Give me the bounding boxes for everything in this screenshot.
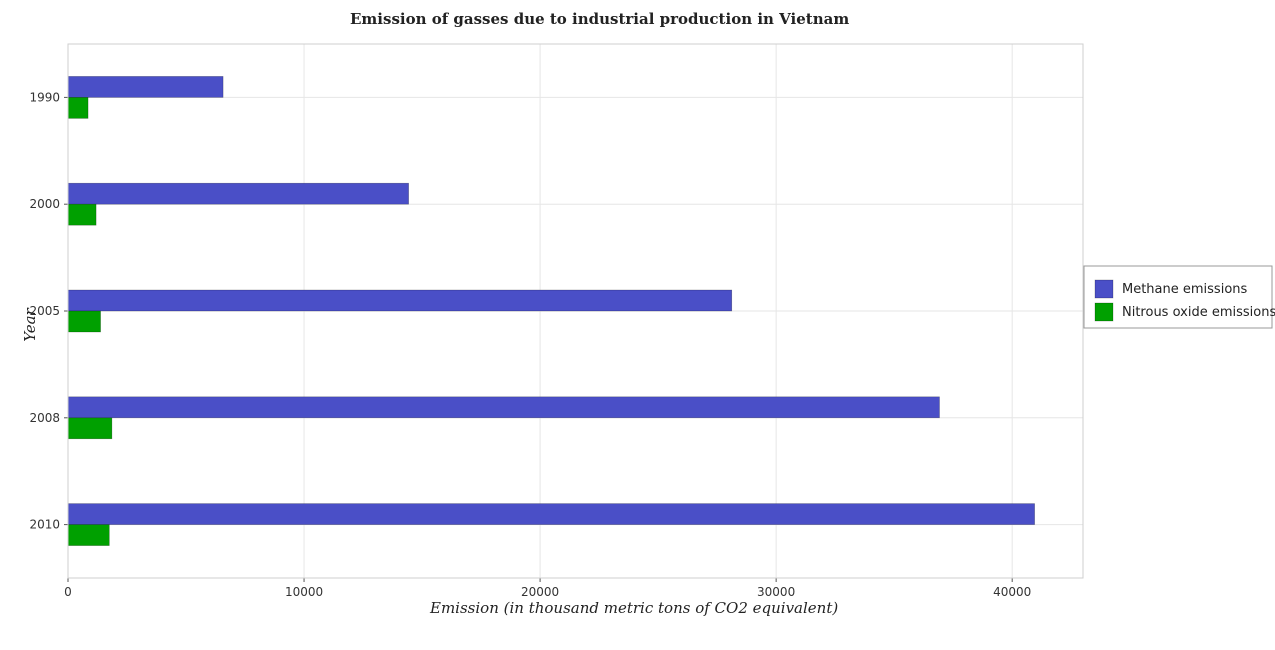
x-tick-label: 40000 xyxy=(993,585,1031,599)
x-tick-label: 0 xyxy=(64,585,72,599)
x-axis-label: Emission (in thousand metric tons of CO2… xyxy=(429,599,838,617)
nitrous-oxide-bar xyxy=(67,417,113,440)
methane-bar xyxy=(67,503,1035,525)
methane-bar xyxy=(67,396,940,419)
legend-label-methane: Methane emissions xyxy=(1122,282,1248,297)
nitrous-oxide-bar xyxy=(67,310,101,333)
x-tick-label: 20000 xyxy=(521,585,559,599)
x-tick-label: 30000 xyxy=(757,585,795,599)
x-tick-label: 10000 xyxy=(285,585,323,599)
y-tick-label: 1990 xyxy=(29,90,60,104)
chart-title: Emission of gasses due to industrial pro… xyxy=(350,10,849,28)
nitrous-oxide-bar xyxy=(67,203,97,226)
y-axis-label: Year xyxy=(21,307,39,341)
methane-bar xyxy=(67,76,224,98)
methane-bar xyxy=(67,289,733,312)
legend-box xyxy=(1083,265,1273,329)
y-tick-label: 2000 xyxy=(29,197,60,211)
y-tick-label: 2005 xyxy=(29,304,60,318)
legend: Methane emissions Nitrous oxide emissions xyxy=(1083,265,1275,329)
legend-swatch-methane xyxy=(1094,279,1114,299)
nitrous-oxide-bar xyxy=(67,524,110,546)
legend-label-nitrous-oxide: Nitrous oxide emissions xyxy=(1122,305,1275,320)
y-tick-label: 2010 xyxy=(29,518,60,532)
nitrous-oxide-bar xyxy=(67,97,89,119)
plot-frame xyxy=(67,43,1084,579)
legend-swatch-nitrous-oxide xyxy=(1094,302,1114,322)
plot-area: 0 10000 20000 30000 40000 1990 2000 2005 2008 201… xyxy=(29,43,1084,599)
methane-bar xyxy=(67,182,409,205)
y-tick-label: 2008 xyxy=(29,411,60,425)
